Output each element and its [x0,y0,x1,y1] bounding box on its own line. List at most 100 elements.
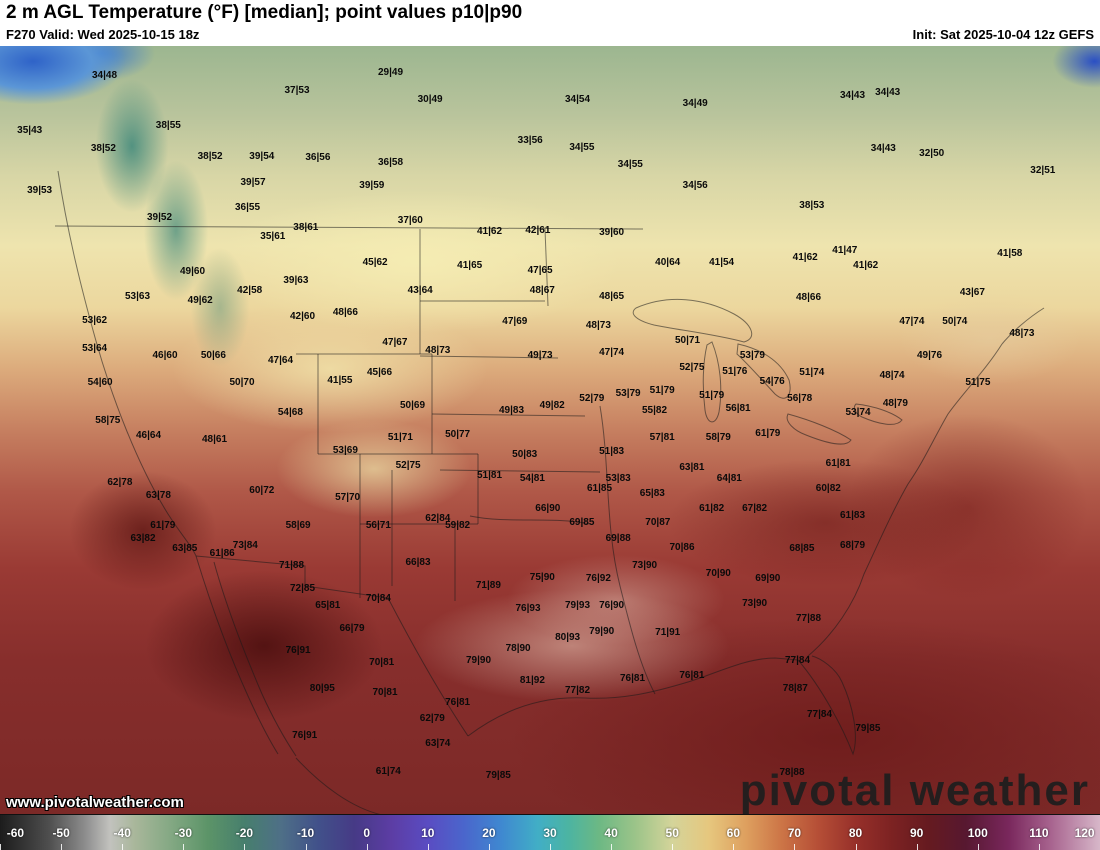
point-value-label: 76|81 [445,696,471,708]
point-value-label: 61|81 [825,458,851,470]
point-value-label: 48|73 [585,319,611,331]
point-value-label: 76|90 [599,599,625,611]
point-value-label: 38|53 [799,199,825,211]
point-value-label: 80|93 [555,632,581,644]
point-value-label: 50|71 [674,335,701,347]
point-value-label: 70|84 [365,592,391,604]
point-value-label: 73|84 [232,539,258,551]
point-value-label: 62|79 [419,712,445,724]
point-value-label: 57|81 [649,432,675,444]
point-value-label: 41|62 [792,252,818,264]
point-value-label: 73|90 [632,559,658,571]
point-value-label: 41|58 [997,247,1023,259]
colorbar-tick-label: 70 [787,825,802,840]
point-value-label: 53|79 [615,388,641,400]
point-value-label: 49|60 [179,266,206,278]
point-value-label: 52|79 [579,392,605,404]
point-value-label: 76|81 [619,672,646,684]
point-value-label: 51|76 [722,366,748,378]
point-value-label: 68|79 [839,539,866,551]
watermark-url: www.pivotalweather.com [6,794,184,811]
temperature-map: 34|48 37|53 29|49 30|49 34|54 34|49 34|43 34|43… [0,46,1100,815]
point-value-label: 34|43 [870,143,896,155]
point-value-label: 35|43 [17,125,43,137]
point-value-label: 52|75 [679,362,705,374]
point-value-label: 47|64 [267,355,294,367]
point-value-label: 66|79 [339,622,365,634]
point-value-label: 78|88 [779,766,805,778]
point-value-label: 53|83 [605,472,631,484]
point-value-label: 56|78 [787,392,813,404]
point-value-label: 49|76 [916,349,943,361]
point-value-label: 71|91 [655,626,681,638]
point-value-label: 78|90 [505,642,531,654]
point-value-label: 78|87 [782,682,808,694]
point-value-label: 75|90 [529,572,555,584]
point-value-label: 58|75 [95,415,121,427]
point-value-label: 49|83 [498,405,525,417]
point-value-label: 71|88 [278,559,305,571]
point-value-label: 35|61 [260,230,286,242]
colorbar-tick [916,844,918,850]
point-value-label: 34|49 [682,97,708,109]
header-meta: F270 Valid: Wed 2025-10-15 18z Init: Sat… [6,27,1094,42]
point-value-label: 79|90 [589,625,615,637]
colorbar-tick-label: -60 [6,825,25,840]
watermark-brand: pivotal weather [739,766,1090,815]
point-value-label: 80|95 [309,682,335,694]
point-value-label: 66|83 [405,556,431,568]
point-value-label: 39|57 [240,176,266,188]
point-value-label: 64|81 [716,472,742,484]
point-value-label: 72|85 [289,582,316,594]
point-value-label: 34|43 [839,89,866,101]
point-value-label: 61|83 [839,509,866,521]
point-value-label: 38|61 [293,222,319,234]
point-value-label: 61|79 [150,519,176,531]
point-value-label: 63|85 [172,542,198,554]
point-value-label: 62|78 [107,476,133,488]
point-value-label: 32|50 [919,147,945,159]
colorbar-tick-label: 120 [1074,825,1095,840]
point-value-label: 53|79 [739,349,765,361]
point-value-label: 76|91 [285,645,311,657]
colorbar-tick [977,844,979,850]
point-value-label: 63|74 [425,738,451,750]
point-value-label: 69|90 [755,572,781,584]
point-value-label: 77|88 [795,612,822,624]
point-value-label: 51|74 [799,366,825,378]
point-value-label: 50|66 [200,349,226,361]
point-value-label: 71|89 [475,579,501,591]
point-value-label: 61|74 [375,765,401,777]
point-value-label: 79|93 [564,599,591,611]
point-value-label: 57|70 [335,492,361,504]
temperature-colorbar: -60 -50 -40 -30 -20 -10 0 10 20 30 40 50 60 70 80 90 100… [0,814,1100,850]
point-value-label: 38|52 [90,143,116,155]
point-value-label: 41|62 [853,259,879,271]
point-value-label: 50|70 [229,376,255,388]
point-value-label: 61|86 [209,548,235,560]
point-value-label: 76|91 [292,729,318,741]
point-value-label: 41|62 [476,226,503,238]
colorbar-tick-label: 100 [967,825,988,840]
point-value-label: 46|60 [152,349,178,361]
colorbar-tick [305,844,307,850]
point-value-label: 65|81 [315,599,341,611]
point-value-label: 60|82 [815,482,841,494]
colorbar-tick [1038,844,1040,850]
point-value-label: 54|68 [277,406,303,418]
point-value-label: 34|43 [875,86,901,98]
colorbar-tick-label: -40 [113,825,131,840]
colorbar-tick [488,844,490,850]
point-value-label: 70|90 [705,568,731,580]
point-value-label: 39|63 [283,275,309,287]
point-value-label: 48|61 [201,433,228,445]
point-value-label: 30|49 [417,93,443,105]
point-value-label: 48|74 [879,369,905,381]
point-value-label: 65|83 [639,488,665,500]
point-value-label: 36|58 [377,156,404,168]
point-value-label: 63|81 [679,462,705,474]
point-value-label: 50|74 [942,316,968,328]
point-value-label: 50|69 [399,399,426,411]
point-value-label: 34|55 [569,142,595,154]
